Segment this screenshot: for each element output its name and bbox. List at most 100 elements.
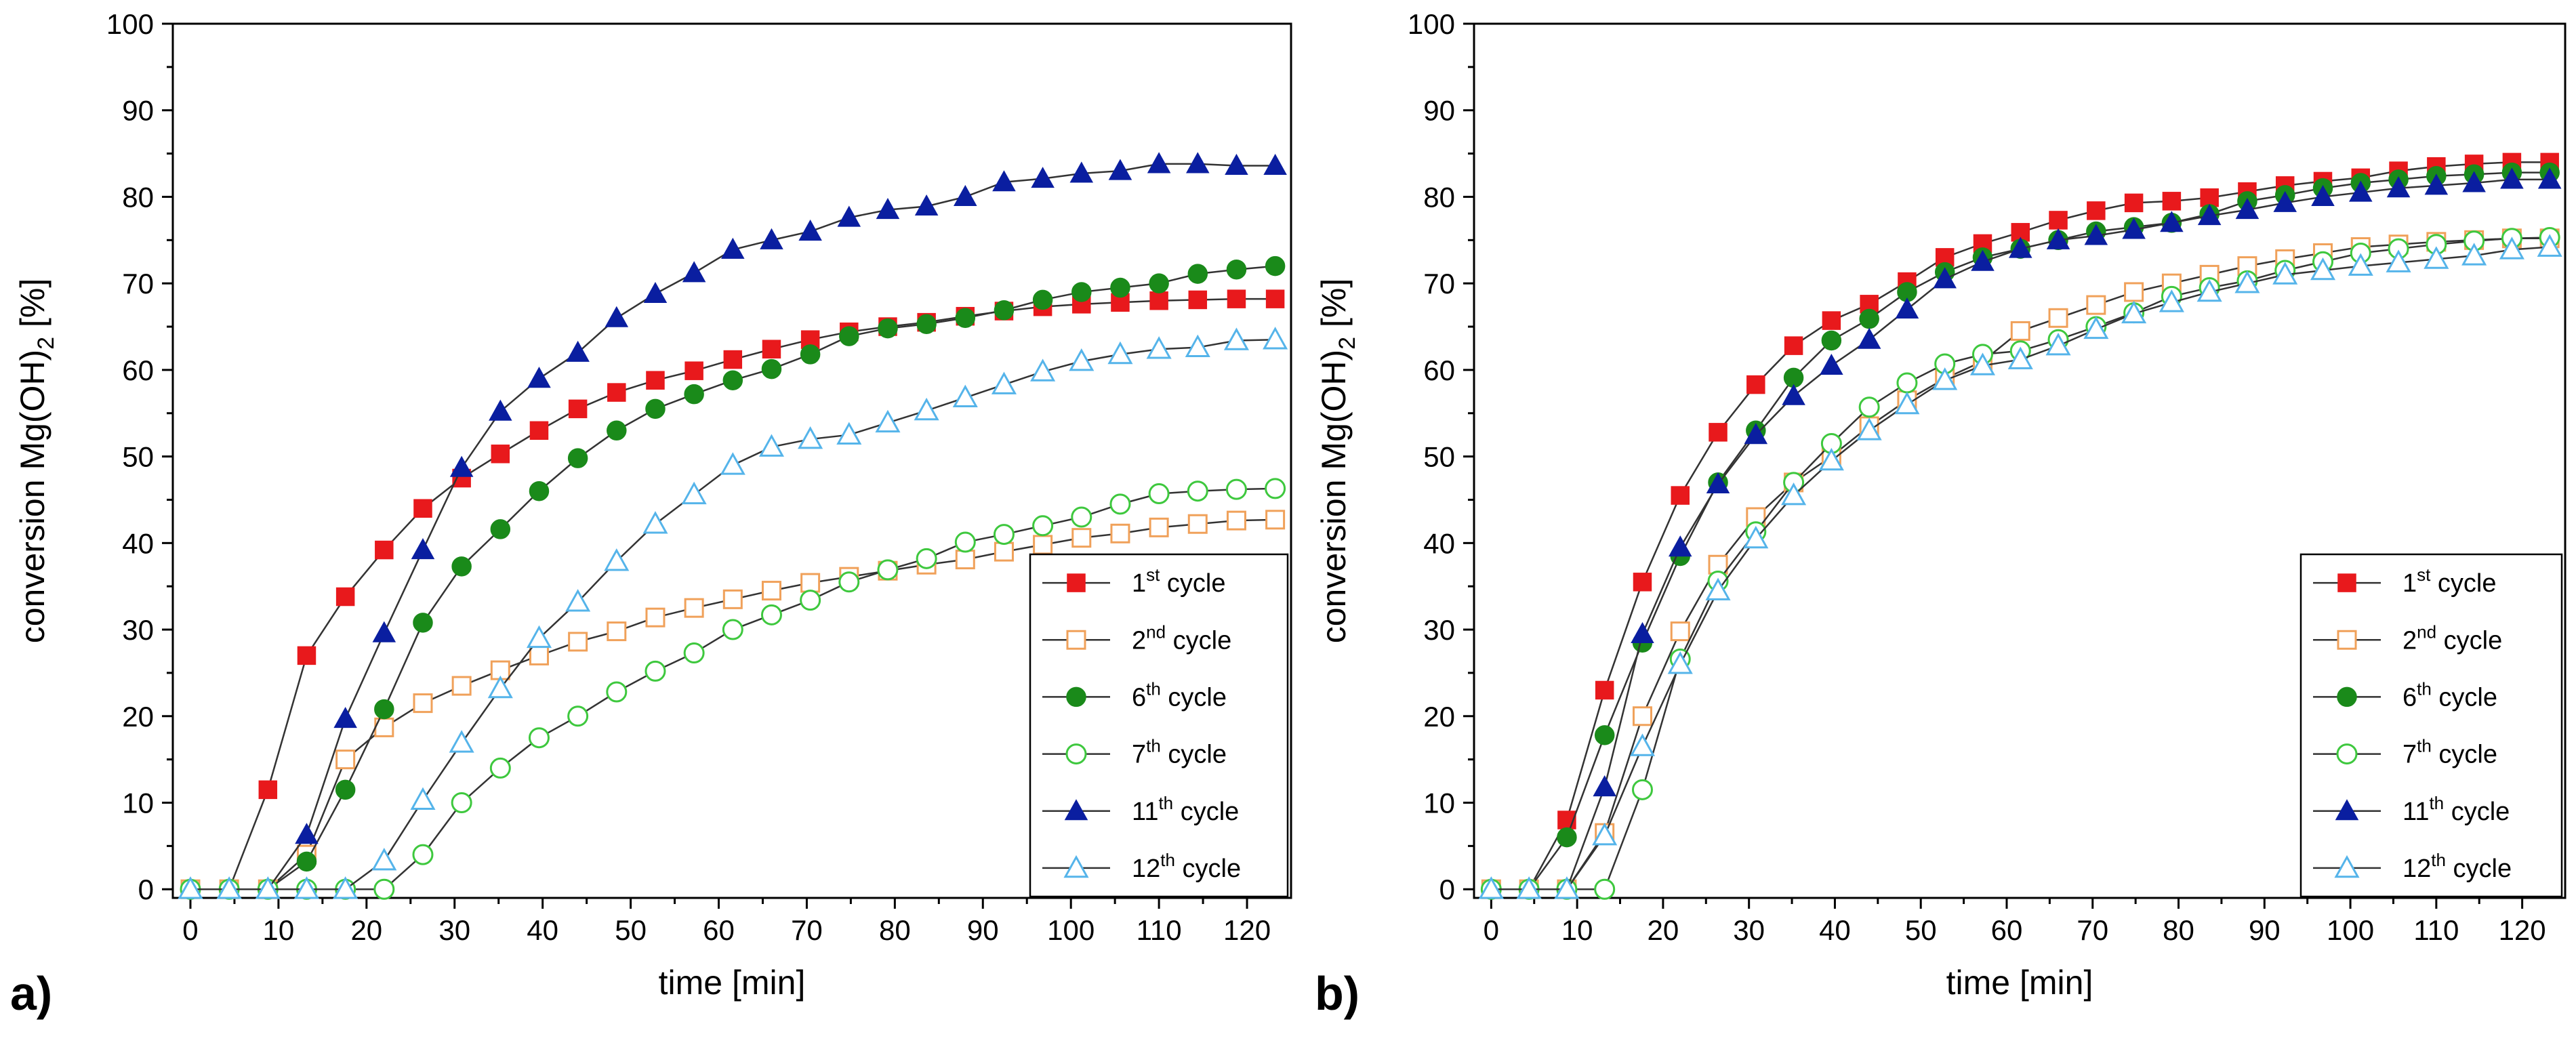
legend-marker (1063, 855, 1089, 878)
y-tick-label: 0 (1439, 874, 1455, 905)
data-point (1896, 372, 1918, 394)
data-point (837, 205, 861, 227)
data-point (1743, 525, 1769, 549)
y-tick-label: 30 (1423, 614, 1455, 646)
data-point (1185, 334, 1210, 357)
data-point (1187, 264, 1208, 284)
data-point (2424, 246, 2449, 269)
legend-label-text: cycle (2446, 855, 2512, 883)
data-point (411, 538, 435, 560)
y-axis-label: conversion Mg(OH)2 [%] (14, 279, 59, 644)
data-point (296, 851, 317, 872)
data-point (335, 779, 356, 800)
x-axis-label: time [min] (659, 964, 806, 1002)
data-point (606, 681, 628, 703)
data-point (761, 581, 781, 601)
legend-label: 1st cycle (2403, 564, 2497, 598)
data-point (1071, 528, 1092, 548)
legend-label-text: cycle (1175, 855, 1241, 883)
data-point (762, 340, 781, 358)
legend-label: 6th cycle (1132, 678, 1227, 712)
data-point (722, 619, 743, 640)
data-point (1032, 515, 1054, 537)
legend-label-text: cycle (1161, 683, 1227, 712)
data-point (567, 705, 589, 727)
data-point (838, 571, 860, 593)
y-tick-label: 0 (138, 874, 154, 905)
data-point (721, 237, 745, 259)
data-point (683, 642, 705, 664)
data-point (527, 367, 551, 388)
data-point (2386, 249, 2411, 272)
y-tick-label: 10 (1423, 787, 1455, 819)
data-point (720, 452, 745, 475)
data-point (255, 876, 281, 899)
legend-label-number: 6 (1132, 683, 1146, 712)
data-point (758, 434, 785, 457)
y-tick-label: 50 (122, 441, 154, 473)
y-tick-label: 90 (122, 95, 154, 127)
data-point (1818, 447, 1844, 471)
y-tick-label: 80 (1423, 181, 1455, 213)
data-point (1821, 330, 1842, 351)
x-tick-label: 40 (527, 914, 558, 946)
y-tick-label: 60 (1423, 354, 1455, 386)
data-point (295, 823, 319, 844)
y-tick-label: 70 (1423, 268, 1455, 300)
y-tick-label: 60 (122, 354, 154, 386)
chart-panel-b: 0 10 20 30 40 50 60 70 80 90 100 110 120 0 10 20 30 40 50 6… (1315, 8, 2567, 1020)
data-point (373, 878, 395, 900)
y-tick-label: 50 (1423, 441, 1455, 473)
legend-marker (1066, 686, 1086, 707)
data-point (529, 645, 549, 665)
legend-label: 12th cycle (2403, 850, 2512, 883)
x-tick-label: 60 (1991, 914, 2023, 946)
data-point (2200, 188, 2219, 207)
data-point (489, 399, 512, 421)
y-axis-label-main: conversion Mg(OH) (14, 350, 52, 643)
data-point (2273, 190, 2297, 212)
data-point (800, 344, 821, 365)
data-point (914, 397, 939, 421)
data-point (372, 621, 396, 642)
data-point (565, 589, 591, 612)
data-point (916, 314, 937, 334)
data-point (2046, 228, 2070, 249)
legend-label-superscript: th (1158, 793, 1173, 813)
data-point (1631, 621, 1654, 643)
data-point (722, 370, 743, 390)
legend-marker (2337, 630, 2357, 650)
data-point (605, 306, 629, 327)
data-point (2083, 316, 2109, 340)
legend-label-text: cycle (2444, 798, 2510, 826)
data-point (568, 632, 588, 652)
y-axis-label-main: conversion Mg(OH) (1315, 350, 1353, 643)
data-point (800, 573, 821, 593)
data-point (1709, 423, 1727, 442)
data-point (645, 398, 666, 419)
data-point (1225, 478, 1247, 500)
data-point (413, 499, 432, 518)
data-point (1894, 391, 1920, 415)
data-point (1071, 282, 1092, 302)
legend-label: 7th cycle (2403, 736, 2497, 769)
data-point (449, 730, 474, 753)
legend-label-superscript: nd (1146, 621, 1166, 642)
data-point (2121, 300, 2147, 324)
data-point (643, 281, 668, 304)
data-point (1187, 514, 1208, 534)
data-point (2537, 167, 2562, 189)
y-tick-label: 70 (122, 268, 154, 300)
data-point (876, 198, 900, 220)
data-point (1069, 161, 1094, 183)
x-tick-label: 110 (2413, 914, 2459, 946)
x-tick-label: 70 (2077, 914, 2108, 946)
data-point (836, 422, 862, 445)
data-point (2196, 279, 2222, 302)
data-point (335, 587, 355, 607)
legend-label: 7th cycle (1132, 736, 1227, 769)
legend-label: 11th cycle (1132, 793, 1239, 826)
data-point (1557, 827, 1577, 848)
data-point (1593, 775, 1616, 797)
